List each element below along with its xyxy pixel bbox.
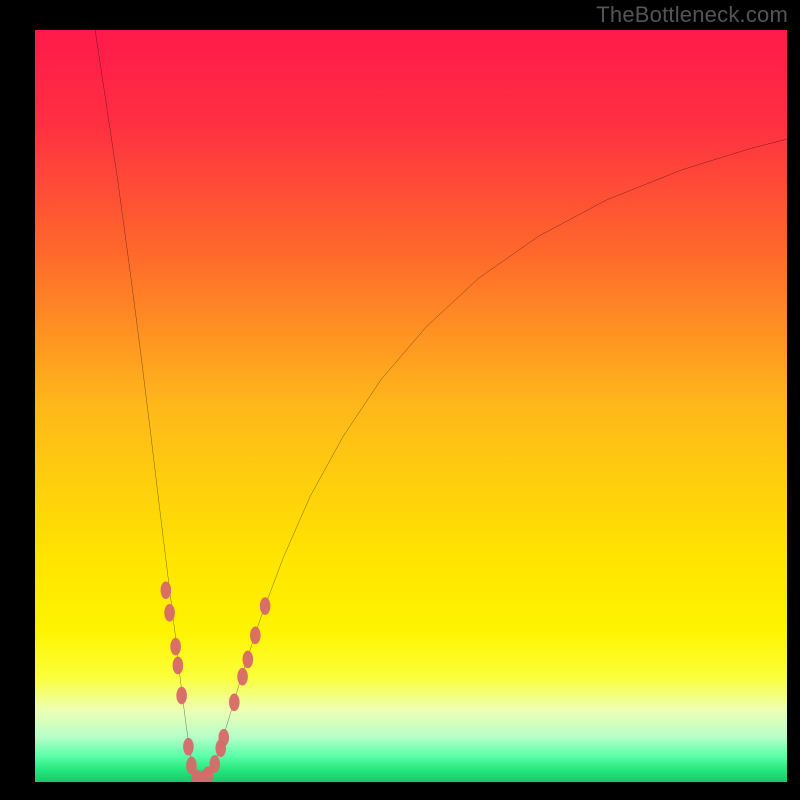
data-marker — [250, 627, 260, 644]
data-marker — [238, 668, 248, 685]
data-marker — [183, 738, 193, 755]
data-marker — [165, 604, 175, 621]
watermark-text: TheBottleneck.com — [596, 2, 788, 28]
data-marker — [171, 638, 181, 655]
data-marker — [173, 657, 183, 674]
data-marker — [229, 694, 239, 711]
data-marker — [243, 651, 253, 668]
data-marker — [219, 729, 229, 746]
data-marker — [210, 755, 220, 772]
curves-layer — [35, 30, 787, 782]
data-markers — [161, 582, 270, 782]
plot-area — [35, 30, 787, 782]
outer-frame: TheBottleneck.com — [0, 0, 800, 800]
data-marker — [260, 598, 270, 615]
data-marker — [177, 687, 187, 704]
right-curve — [200, 139, 787, 782]
data-marker — [161, 582, 171, 599]
left-curve — [95, 30, 200, 782]
